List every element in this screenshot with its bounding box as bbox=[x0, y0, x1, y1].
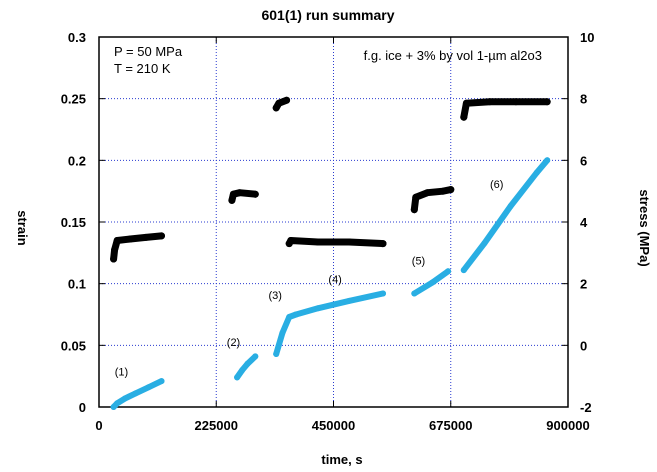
strain-data-point bbox=[507, 203, 514, 209]
strain-data-point bbox=[244, 360, 251, 367]
stress-data-point bbox=[486, 98, 494, 106]
strain-series-line bbox=[273, 311, 299, 357]
y-tick-label-right: -2 bbox=[580, 400, 592, 415]
temperature-annotation: T = 210 K bbox=[114, 61, 171, 76]
strain-data-point bbox=[252, 353, 259, 360]
stress-data-point bbox=[110, 255, 118, 263]
stress-series-line bbox=[285, 237, 387, 248]
y-tick-label-left: 0.05 bbox=[61, 338, 86, 353]
y-axis-label-right: stress (MPa) bbox=[637, 189, 652, 266]
strain-data-point bbox=[481, 240, 488, 246]
stress-data-point bbox=[236, 189, 244, 197]
stress-data-point bbox=[412, 193, 420, 201]
stress-data-point bbox=[447, 186, 455, 194]
stress-data-point bbox=[229, 190, 237, 198]
y-tick-label-left: 0.1 bbox=[68, 277, 86, 292]
stress-data-point bbox=[345, 238, 353, 246]
x-tick-label: 675000 bbox=[429, 418, 472, 433]
segment-label: (3) bbox=[268, 290, 281, 302]
stress-data-point bbox=[251, 190, 259, 198]
stress-data-point bbox=[287, 237, 295, 244]
y-tick-label-right: 0 bbox=[580, 338, 587, 353]
segment-labels: (1) (2) (3) (4) (5) (6) bbox=[115, 179, 504, 378]
strain-series-line bbox=[460, 157, 551, 274]
stress-data-point bbox=[126, 235, 134, 243]
strain-data-point bbox=[122, 395, 129, 402]
segment-label: (5) bbox=[412, 255, 425, 267]
y-tick-label-right: 2 bbox=[580, 277, 587, 292]
strain-data-point bbox=[429, 279, 436, 286]
strain-data-point bbox=[110, 404, 117, 410]
stress-data-point bbox=[111, 246, 119, 254]
stress-data-point bbox=[275, 99, 283, 107]
stress-data-point bbox=[142, 233, 150, 241]
stress-data-point bbox=[543, 98, 551, 106]
strain-data-point bbox=[445, 268, 452, 275]
strain-series-line bbox=[293, 290, 386, 318]
strain-data-point bbox=[239, 367, 246, 373]
y-tick-label-left: 0.25 bbox=[61, 92, 86, 107]
strain-data-point bbox=[293, 311, 299, 318]
pressure-annotation: P = 50 MPa bbox=[114, 44, 183, 59]
y-tick-label-left: 0.15 bbox=[61, 215, 86, 230]
strain-series-line bbox=[234, 353, 259, 381]
strain-data-point bbox=[145, 384, 152, 391]
y-tick-label-right: 6 bbox=[580, 153, 587, 168]
strain-data-point bbox=[380, 290, 386, 297]
y-tick-label-right: 10 bbox=[580, 30, 594, 45]
strain-data-point bbox=[346, 297, 353, 304]
segment-label: (6) bbox=[490, 179, 503, 191]
segment-label: (2) bbox=[227, 337, 240, 349]
series-layer bbox=[110, 96, 551, 410]
ticks: 0 225000 450000 675000 900000 0 0.05 0.1 0.15 0.2… bbox=[61, 30, 595, 433]
stress-data-point bbox=[113, 237, 121, 244]
stress-data-point bbox=[462, 99, 470, 107]
x-tick-label: 900000 bbox=[546, 418, 589, 433]
material-annotation: f.g. ice + 3% by vol 1-µm al2o3 bbox=[364, 48, 542, 63]
stress-data-point bbox=[228, 196, 236, 204]
y-tick-label-right: 4 bbox=[580, 215, 588, 230]
stress-data-point bbox=[512, 98, 520, 106]
strain-data-point bbox=[314, 305, 321, 312]
strain-data-point bbox=[279, 330, 286, 336]
stress-series-line bbox=[460, 98, 551, 121]
stress-data-point bbox=[158, 232, 165, 240]
segment-label: (1) bbox=[115, 366, 128, 378]
y-tick-label-left: 0 bbox=[79, 400, 86, 415]
stress-data-point bbox=[410, 206, 418, 214]
x-tick-label: 225000 bbox=[195, 418, 238, 433]
strain-data-point bbox=[286, 314, 293, 320]
stress-series-line bbox=[110, 232, 165, 263]
segment-label: (4) bbox=[328, 274, 341, 286]
stress-data-point bbox=[439, 187, 447, 195]
grid bbox=[99, 37, 568, 407]
stress-data-point bbox=[379, 240, 387, 248]
x-tick-label: 0 bbox=[95, 418, 102, 433]
y-tick-label-right: 8 bbox=[580, 92, 587, 107]
strain-data-point bbox=[411, 290, 418, 297]
strain-data-point bbox=[158, 378, 165, 385]
stress-data-point bbox=[423, 189, 431, 197]
y-axis-label-left: strain bbox=[15, 210, 30, 245]
y-tick-label-left: 0.2 bbox=[68, 153, 86, 168]
x-axis-label: time, s bbox=[321, 452, 362, 467]
strain-data-point bbox=[533, 169, 540, 176]
strain-data-point bbox=[114, 400, 121, 407]
strain-data-point bbox=[234, 374, 241, 381]
strain-data-point bbox=[544, 157, 551, 164]
strain-data-point bbox=[132, 390, 139, 397]
x-tick-label: 450000 bbox=[312, 418, 355, 433]
strain-data-point bbox=[273, 351, 280, 357]
strain-data-point bbox=[460, 267, 467, 274]
stress-data-point bbox=[283, 96, 291, 104]
y-tick-label-left: 0.3 bbox=[68, 30, 86, 45]
stress-data-point bbox=[314, 238, 322, 246]
stress-data-point bbox=[460, 113, 468, 121]
chart-title: 601(1) run summary bbox=[261, 7, 394, 23]
